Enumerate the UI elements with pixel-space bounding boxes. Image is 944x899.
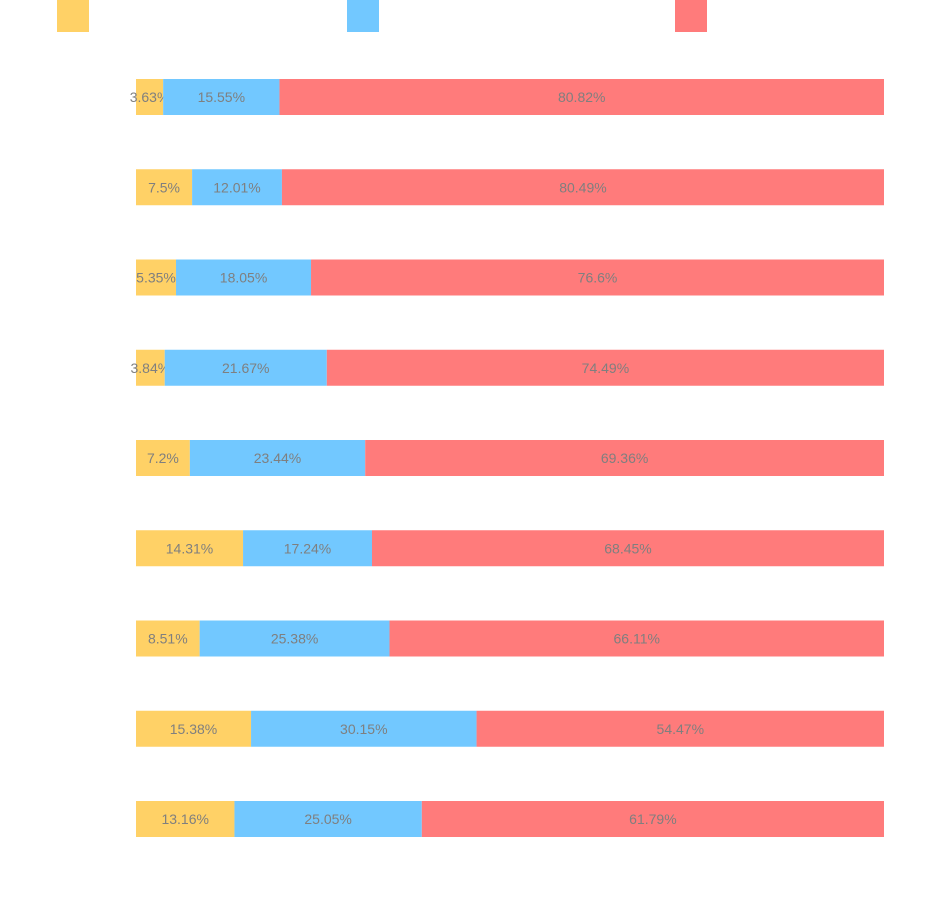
bar-segment-row-7-series-1[interactable] [136,620,200,657]
bar-row-5: 7.2% 23.44% 69.36% [136,440,884,476]
bar-row-8: 15.38% 30.15% 54.47% [136,710,884,747]
data-label-row-8-series-3: 54.47% [657,721,704,737]
bar-segment-row-6-series-3[interactable] [371,530,884,567]
data-label-row-5-series-2: 23.44% [254,450,301,466]
bar-segment-row-1-series-1[interactable] [136,79,164,115]
bar-row-7: 8.51% 25.38% 66.11% [136,620,885,657]
data-label-row-2-series-2: 12.01% [213,179,260,195]
data-label-row-1-series-3: 80.82% [558,89,605,105]
bar-segment-row-4-series-1[interactable] [136,349,165,386]
legend-swatch-series-3[interactable] [675,0,707,32]
legend-swatch-series-1[interactable] [57,0,89,32]
data-label-row-5-series-1: 7.2% [147,450,179,466]
bar-segment-row-7-series-3[interactable] [389,620,885,657]
bar-segment-row-2-series-2[interactable] [192,169,282,206]
bars: 3.63% 15.55% 80.82% 7.5% 12.01% 80.49% 5.35% 18… [130,79,885,837]
bar-segment-row-4-series-2[interactable] [164,349,327,386]
bar-segment-row-9-series-1[interactable] [136,801,235,837]
data-label-row-7-series-1: 8.51% [148,631,188,647]
bar-row-3: 5.35% 18.05% 76.6% [136,259,884,296]
data-label-row-4-series-1: 3.84% [131,360,171,376]
data-label-row-3-series-2: 18.05% [220,270,267,286]
data-label-row-6-series-1: 14.31% [166,540,213,556]
bar-segment-row-5-series-2[interactable] [189,440,366,476]
data-label-row-4-series-3: 74.49% [582,360,629,376]
bar-segment-row-4-series-3[interactable] [326,349,884,386]
bar-row-4: 3.84% 21.67% 74.49% [131,349,884,386]
bar-segment-row-7-series-2[interactable] [199,620,390,657]
data-label-row-5-series-3: 69.36% [601,450,648,466]
bar-row-6: 14.31% 17.24% 68.45% [136,530,884,567]
bar-segment-row-2-series-3[interactable] [281,169,884,206]
data-label-row-1-series-1: 3.63% [130,89,170,105]
data-label-row-8-series-1: 15.38% [170,721,217,737]
data-label-row-7-series-2: 25.38% [271,631,318,647]
bar-segment-row-9-series-2[interactable] [234,801,422,837]
bar-segment-row-8-series-2[interactable] [251,710,477,747]
data-label-row-8-series-2: 30.15% [340,721,387,737]
data-label-row-2-series-1: 7.5% [148,179,180,195]
bar-segment-row-3-series-2[interactable] [176,259,312,296]
bar-row-2: 7.5% 12.01% 80.49% [136,169,884,206]
bar-segment-row-2-series-1[interactable] [136,169,193,206]
data-label-row-6-series-3: 68.45% [604,540,651,556]
data-label-row-4-series-2: 21.67% [222,360,269,376]
bar-segment-row-6-series-2[interactable] [243,530,372,567]
data-label-row-6-series-2: 17.24% [284,540,331,556]
data-label-row-9-series-3: 61.79% [629,811,676,827]
bar-segment-row-3-series-1[interactable] [136,259,177,296]
bar-segment-row-3-series-3[interactable] [311,259,884,296]
bar-segment-row-8-series-1[interactable] [136,710,252,747]
data-label-row-9-series-1: 13.16% [161,811,208,827]
data-label-row-2-series-3: 80.49% [559,179,606,195]
bar-segment-row-5-series-3[interactable] [365,440,884,476]
bar-segment-row-1-series-3[interactable] [279,79,885,115]
data-label-row-3-series-3: 76.6% [578,270,618,286]
bar-row-1: 3.63% 15.55% 80.82% [130,79,885,115]
bar-segment-row-9-series-3[interactable] [421,801,884,837]
data-label-row-7-series-3: 66.11% [614,631,660,647]
bar-segment-row-1-series-2[interactable] [163,79,280,115]
bar-segment-row-8-series-3[interactable] [476,710,884,747]
bar-row-9: 13.16% 25.05% 61.79% [136,801,884,837]
data-label-row-1-series-2: 15.55% [198,89,245,105]
data-label-row-3-series-1: 5.35% [136,270,176,286]
bar-segment-row-5-series-1[interactable] [136,440,190,476]
bar-segment-row-6-series-1[interactable] [136,530,244,567]
data-label-row-9-series-2: 25.05% [304,811,351,827]
legend-swatch-series-2[interactable] [347,0,379,32]
legend [57,0,707,32]
